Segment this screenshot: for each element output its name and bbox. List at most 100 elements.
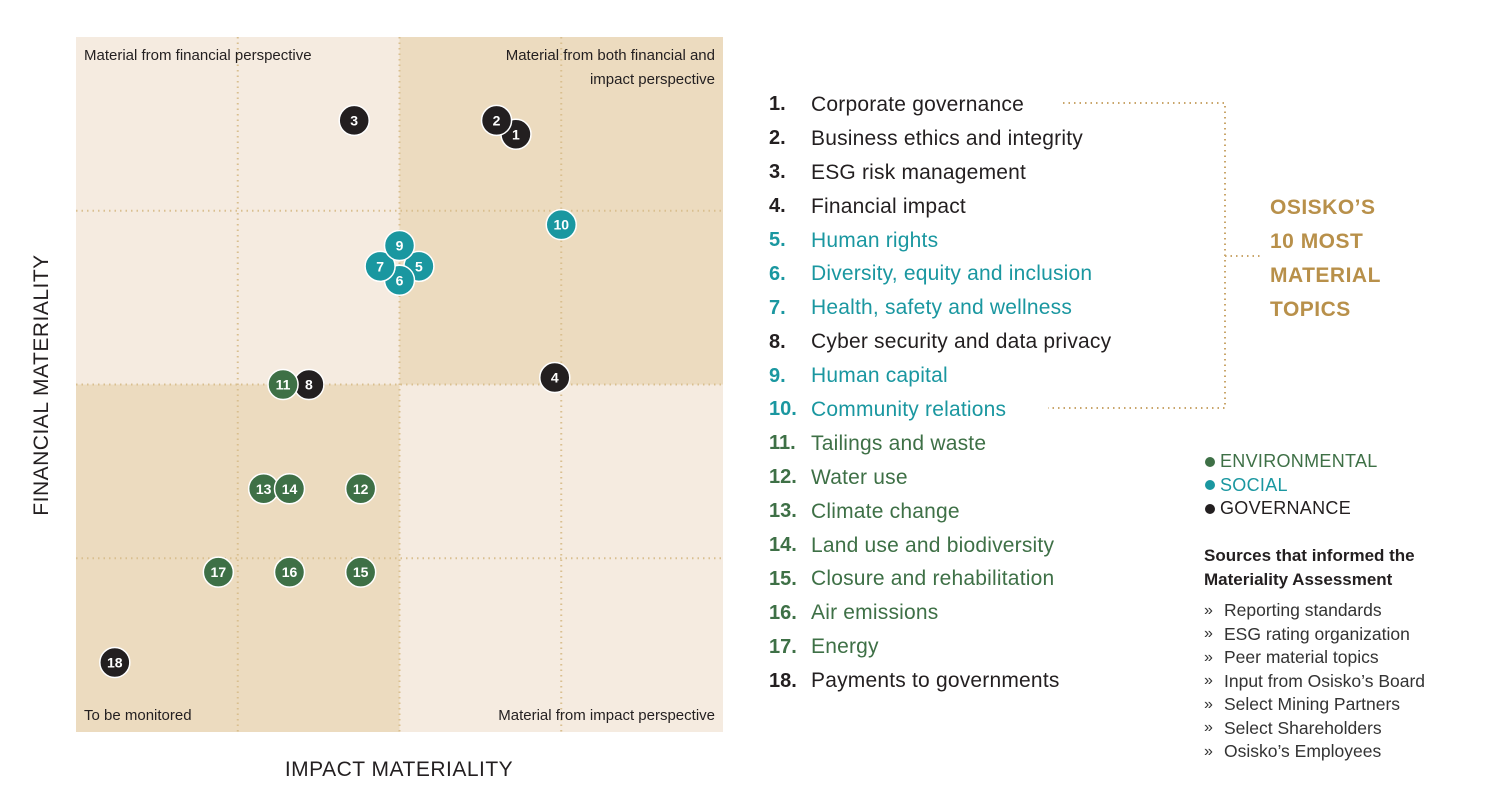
topic-item: 18. Payments to governments (769, 664, 1111, 698)
data-point-4: 4 (539, 361, 571, 394)
topic-number: 18. (769, 669, 797, 692)
data-point-marker (338, 104, 370, 137)
source-item: » ESG rating organization (1204, 623, 1474, 647)
topic-number: 1. (769, 93, 786, 116)
data-point-marker (545, 208, 577, 241)
topic-label: Tailings and waste (811, 431, 987, 455)
data-point-label: 4 (551, 370, 559, 386)
topic-label: Financial impact (811, 194, 966, 218)
topic-number: 6. (769, 262, 786, 285)
data-point-marker (539, 361, 571, 394)
topic-number: 5. (769, 229, 786, 251)
data-point-label: 13 (256, 481, 272, 497)
data-point-marker (364, 250, 396, 283)
topic-number: 2. (769, 127, 786, 150)
data-point-label: 5 (415, 258, 423, 274)
topic-number: 9. (769, 364, 786, 387)
data-point-label: 1 (512, 126, 520, 142)
topic-number: 15. (769, 567, 797, 590)
topic-label: Human capital (811, 364, 948, 388)
data-point-marker (99, 646, 131, 679)
topic-number: 11. (769, 432, 796, 455)
topic-item: 9. Human capital (769, 359, 1111, 393)
data-point-11: 11 (267, 368, 299, 401)
quadrant-label-bottom-right: Material from impact perspective (498, 707, 715, 724)
topic-item: 8. Cyber security and data privacy (769, 325, 1111, 359)
data-point-label: 15 (353, 564, 369, 580)
topic-number: 16. (769, 601, 797, 624)
topic-item: 12. Water use (769, 461, 1111, 495)
data-point-label: 7 (376, 258, 384, 274)
data-point-15: 15 (344, 556, 377, 588)
bullet-icon: » (1204, 625, 1213, 643)
data-point-14: 14 (273, 473, 306, 505)
topic-label: Human rights (811, 228, 939, 252)
data-point-marker (202, 556, 235, 588)
legend-dot-icon (1205, 503, 1215, 514)
topic-list: 1. Corporate governance 2. Business ethics … (769, 88, 1111, 698)
topic-number: 8. (769, 330, 786, 353)
data-point-label: 8 (305, 377, 313, 393)
topic-label: Land use and biodiversity (811, 533, 1055, 557)
bullet-icon: » (1204, 672, 1213, 690)
source-label: Select Shareholders (1224, 717, 1382, 738)
data-point-2: 2 (480, 104, 513, 137)
topic-item: 11. Tailings and waste (769, 427, 1111, 461)
data-point-3: 3 (338, 104, 370, 137)
source-label: Input from Osisko’s Board (1224, 670, 1426, 691)
data-point-label: 18 (107, 655, 123, 671)
topic-item: 4. Financial impact (769, 190, 1111, 224)
topic-label: Community relations (811, 397, 1007, 421)
source-label: Osisko’s Employees (1224, 741, 1382, 762)
callout-line: TOPICS (1270, 298, 1351, 321)
topic-number: 14. (769, 534, 797, 557)
most-material-callout: OSISKO’S 10 MOST MATERIAL TOPICS (1270, 191, 1381, 327)
data-point-10: 10 (545, 208, 577, 241)
y-axis-label: FINANCIAL MATERIALITY (30, 254, 53, 515)
topic-item: 2. Business ethics and integrity (769, 122, 1111, 156)
bullet-icon: » (1204, 648, 1213, 666)
quadrant-label-top-right: Material from both financial and impact p… (506, 47, 715, 88)
legend-dot-icon (1205, 456, 1215, 467)
source-item: » Reporting standards (1204, 599, 1474, 623)
category-legend: ENVIRONMENTAL SOCIAL GOVERNANCE (1205, 450, 1378, 521)
data-point-marker (344, 556, 377, 588)
topic-label: Payments to governments (811, 669, 1060, 693)
topic-item: 13. Climate change (769, 495, 1111, 529)
data-point-label: 14 (282, 481, 298, 497)
topic-item: 17. Energy (769, 630, 1111, 664)
data-point-marker (273, 556, 306, 588)
source-item: » Peer material topics (1204, 646, 1474, 670)
quadrant-label-top-left: Material from financial perspective (84, 47, 312, 64)
sources-panel: Sources that informed the Materiality As… (1204, 544, 1474, 764)
legend-item: SOCIAL (1205, 474, 1378, 498)
topic-label: Cyber security and data privacy (811, 330, 1112, 354)
legend-label: SOCIAL (1220, 474, 1288, 495)
topic-label: ESG risk management (811, 160, 1027, 184)
data-point-16: 16 (273, 556, 306, 588)
data-point-marker (267, 368, 299, 401)
topic-item: 10. Community relations (769, 393, 1111, 427)
topic-item: 14. Land use and biodiversity (769, 529, 1111, 563)
data-point-13: 13 (247, 473, 280, 505)
sources-list: » Reporting standards » ESG rating organiza… (1204, 599, 1474, 764)
topic-number: 12. (769, 466, 797, 489)
x-axis-label: IMPACT MATERIALITY (285, 758, 513, 781)
topic-item: 16. Air emissions (769, 596, 1111, 630)
quadrant-top-left (76, 37, 400, 385)
quadrant-label-bottom-left: To be monitored (84, 707, 192, 724)
topic-number: 13. (769, 500, 797, 523)
data-point-18: 18 (99, 646, 131, 679)
topic-label: Climate change (811, 499, 960, 523)
topic-label: Water use (811, 465, 908, 489)
topic-number: 7. (769, 296, 786, 319)
data-point-17: 17 (202, 556, 235, 588)
source-label: Select Mining Partners (1224, 694, 1401, 715)
callout-line: MATERIAL (1270, 264, 1381, 287)
legend-dot-icon (1205, 480, 1215, 491)
topic-number: 17. (769, 635, 797, 658)
legend-label: GOVERNANCE (1220, 498, 1352, 519)
callout-line: OSISKO’S (1270, 196, 1376, 219)
data-point-label: 3 (350, 112, 358, 128)
